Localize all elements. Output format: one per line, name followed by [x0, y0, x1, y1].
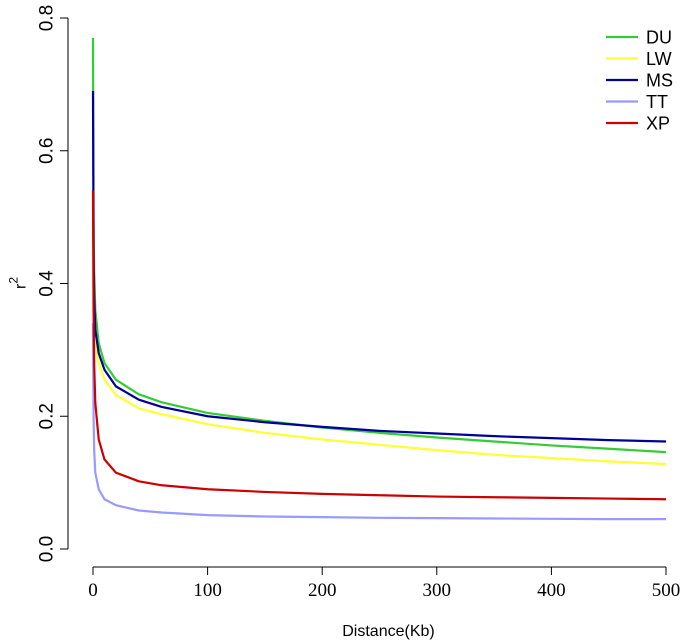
x-tick-label: 100	[193, 580, 222, 601]
legend-label-ms: MS	[646, 70, 673, 90]
x-tick-label: 0	[88, 580, 98, 601]
y-axis-title: r2	[7, 277, 30, 289]
series-line-ms	[91, 91, 667, 443]
y-axis-title-superscript: 2	[7, 277, 21, 284]
plot-lines	[91, 37, 667, 521]
series-line-lw	[91, 183, 667, 466]
y-axis-title-main: r	[13, 283, 30, 289]
y-tick-label: 0.0	[37, 536, 58, 562]
x-tick-label: 400	[537, 580, 566, 601]
y-tick-label: 0.2	[37, 403, 58, 429]
y-tick-label: 0.4	[37, 270, 58, 297]
legend-label-xp: XP	[646, 113, 670, 133]
legend-label-lw: LW	[646, 49, 672, 69]
x-tick-label: 500	[652, 580, 681, 601]
series-line-du	[91, 37, 667, 454]
x-tick-label: 300	[423, 580, 452, 601]
legend-label-du: DU	[646, 27, 672, 47]
series-line-xp	[91, 190, 667, 501]
x-axis-title: Distance(Kb)	[342, 623, 434, 640]
series-line-tt	[91, 323, 666, 521]
legend-label-tt: TT	[646, 92, 668, 112]
y-tick-label: 0.6	[37, 138, 58, 164]
x-axis: 0 100 200 300 400 500	[88, 566, 681, 601]
x-tick-label: 200	[308, 580, 337, 601]
y-tick-label: 0.8	[37, 5, 58, 31]
y-axis: 0.0 0.2 0.4 0.6 0.8	[37, 5, 69, 562]
